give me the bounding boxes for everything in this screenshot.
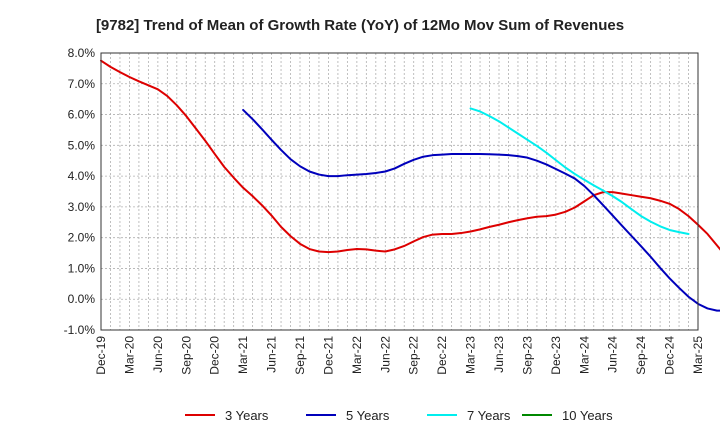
y-tick-label: 0.0% (68, 292, 96, 306)
x-tick-label: Mar-20 (122, 336, 136, 374)
x-tick-label: Dec-23 (549, 336, 563, 375)
y-tick-label: 7.0% (68, 77, 96, 91)
x-tick-label: Sep-23 (520, 336, 534, 375)
x-tick-label: Mar-23 (464, 336, 478, 374)
x-tick-label: Mar-21 (236, 336, 250, 374)
x-tick-label: Jun-24 (606, 336, 620, 373)
x-axis: Dec-19 Mar-20 Jun-20 Sep-20 Dec-20 Mar-21 Jun-… (94, 336, 705, 375)
series-line-3-years (100, 59, 720, 254)
x-tick-label: Jun-20 (151, 336, 165, 373)
x-tick-label: Jun-21 (265, 336, 279, 373)
y-tick-label: 2.0% (68, 231, 96, 245)
series-lines (100, 59, 720, 312)
x-tick-label: Mar-24 (577, 336, 591, 374)
legend: 3 Years 5 Years 7 Years 10 Years (185, 408, 613, 423)
x-tick-label: Sep-21 (293, 336, 307, 375)
y-tick-label: 5.0% (68, 138, 96, 152)
legend-label-7-years: 7 Years (467, 408, 511, 423)
series-line-5-years (242, 108, 720, 312)
legend-label-5-years: 5 Years (346, 408, 390, 423)
x-tick-label: Dec-21 (321, 336, 335, 375)
x-tick-label: Dec-19 (94, 336, 108, 375)
series-line-7-years (469, 107, 690, 235)
x-tick-label: Dec-24 (663, 336, 677, 375)
legend-label-3-years: 3 Years (225, 408, 269, 423)
x-tick-label: Dec-20 (208, 336, 222, 375)
legend-label-10-years: 10 Years (562, 408, 613, 423)
x-tick-label: Dec-22 (435, 336, 449, 375)
y-tick-label: 8.0% (68, 46, 96, 60)
x-tick-label: Jun-23 (492, 336, 506, 373)
x-tick-label: Sep-22 (407, 336, 421, 375)
x-tick-label: Jun-22 (378, 336, 392, 373)
y-axis: -1.0% 0.0% 1.0% 2.0% 3.0% 4.0% 5.0% 6.0% 7.0% 8.0… (64, 46, 96, 337)
x-tick-label: Sep-20 (179, 336, 193, 375)
x-tick-label: Sep-24 (634, 336, 648, 375)
x-tick-label: Mar-22 (350, 336, 364, 374)
plot-frame (100, 52, 699, 331)
y-tick-label: -1.0% (64, 323, 96, 337)
y-tick-label: 1.0% (68, 261, 96, 275)
y-tick-label: 3.0% (68, 200, 96, 214)
chart-title: [9782] Trend of Mean of Growth Rate (YoY… (96, 17, 624, 34)
x-tick-label: Mar-25 (691, 336, 705, 374)
y-tick-label: 4.0% (68, 169, 96, 183)
y-tick-label: 6.0% (68, 108, 96, 122)
